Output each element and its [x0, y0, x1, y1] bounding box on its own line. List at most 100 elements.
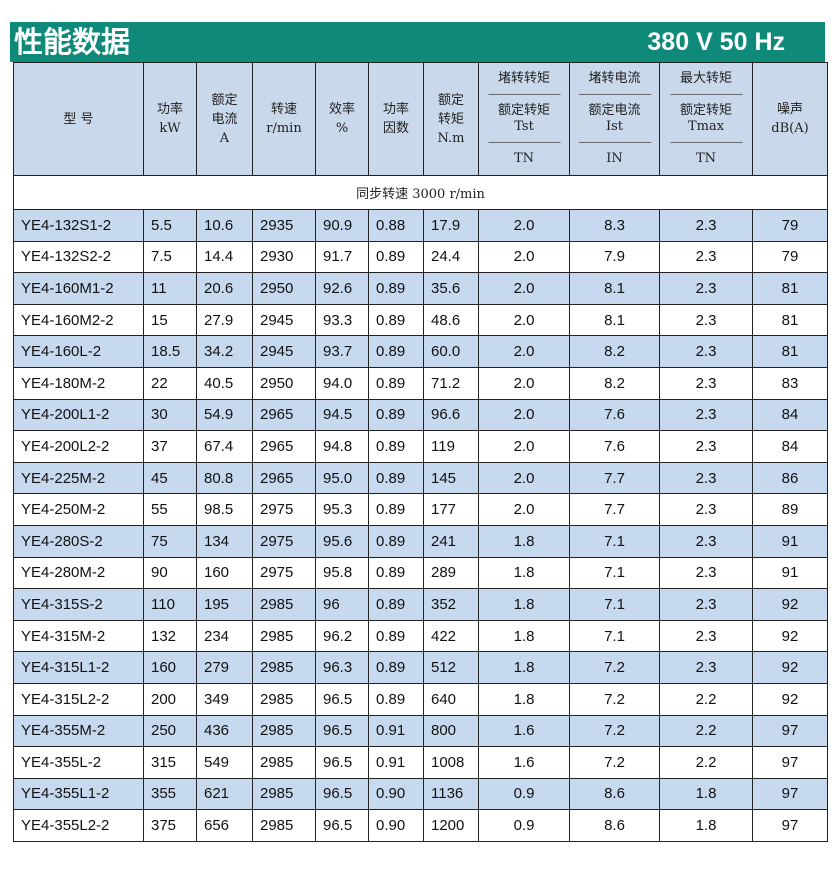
- table-cell: 160: [143, 651, 197, 684]
- table-cell: 375: [143, 809, 197, 842]
- table-cell: 2.0: [478, 461, 570, 495]
- table-cell: 96.3: [315, 651, 369, 684]
- table-cell: 97: [752, 746, 828, 779]
- table-cell: 98.5: [196, 493, 253, 526]
- table-row: YE4-180M-2 22 40.5 2950 94.0 0.89 71.2 2.0 8.2 2.…: [13, 366, 828, 400]
- table-cell: 7.2: [569, 746, 660, 779]
- table-cell: 800: [423, 714, 479, 748]
- table-cell: 2985: [252, 777, 316, 811]
- table-cell: 8.1: [569, 272, 660, 305]
- table-row: YE4-315L1-2 160 279 2985 96.3 0.89 512 1.8 7.2 2.…: [13, 651, 828, 684]
- table-cell: 0.90: [368, 809, 424, 842]
- table-cell: 84: [752, 430, 828, 463]
- table-cell: 90: [143, 556, 197, 590]
- table-cell: 2985: [252, 809, 316, 842]
- table-cell: YE4-225M-2: [13, 461, 144, 495]
- table-cell: 0.89: [368, 556, 424, 590]
- table-cell: 15: [143, 303, 197, 337]
- table-cell: 94.8: [315, 430, 369, 463]
- table-cell: 34.2: [196, 335, 253, 368]
- table-cell: 0.89: [368, 335, 424, 368]
- table-cell: 2.3: [659, 398, 753, 432]
- table-cell: 81: [752, 303, 828, 337]
- table-row: YE4-280M-2 90 160 2975 95.8 0.89 289 1.8 7.1 2.3 9…: [13, 556, 828, 590]
- table-cell: 91.7: [315, 240, 369, 274]
- table-row: YE4-225M-2 45 80.8 2965 95.0 0.89 145 2.0 7.7 2.3…: [13, 461, 828, 495]
- table-cell: 7.6: [569, 398, 660, 432]
- table-cell: 0.9: [478, 809, 570, 842]
- table-cell: 7.6: [569, 430, 660, 463]
- header-row: 型 号 功率 kW 额定 电流 A 转速 r/min 效率 % 功率 因数 额定…: [13, 62, 828, 176]
- table-cell: 2975: [252, 493, 316, 526]
- table-cell: 177: [423, 493, 479, 526]
- table-cell: 18.5: [143, 335, 197, 368]
- table-cell: 2.0: [478, 272, 570, 305]
- table-cell: YE4-160L-2: [13, 335, 144, 368]
- table-cell: 119: [423, 430, 479, 463]
- table-cell: 81: [752, 335, 828, 368]
- table-cell: 91: [752, 556, 828, 590]
- table-row: YE4-132S1-2 5.5 10.6 2935 90.9 0.88 17.9 2.0 8.3…: [13, 209, 828, 242]
- table-cell: YE4-355L1-2: [13, 777, 144, 811]
- table-cell: 30: [143, 398, 197, 432]
- table-cell: 2930: [252, 240, 316, 274]
- table-row: YE4-315L2-2 200 349 2985 96.5 0.89 640 1.8 7.2 2.…: [13, 682, 828, 716]
- table-cell: 0.89: [368, 240, 424, 274]
- table-cell: 0.91: [368, 714, 424, 748]
- table-cell: 55: [143, 493, 197, 526]
- table-cell: 250: [143, 714, 197, 748]
- table-cell: 640: [423, 682, 479, 716]
- table-cell: 2965: [252, 430, 316, 463]
- table-cell: 355: [143, 777, 197, 811]
- table-cell: 96.5: [315, 714, 369, 748]
- table-cell: 54.9: [196, 398, 253, 432]
- table-row: YE4-160L-2 18.5 34.2 2945 93.7 0.89 60.0 2.0 8.2…: [13, 335, 828, 368]
- table-cell: 621: [196, 777, 253, 811]
- table-cell: 95.8: [315, 556, 369, 590]
- table-cell: 1.6: [478, 714, 570, 748]
- table-cell: 2945: [252, 335, 316, 368]
- table-cell: YE4-315L1-2: [13, 651, 144, 684]
- table-row: YE4-160M1-2 11 20.6 2950 92.6 0.89 35.6 2.0 8.1 2…: [13, 272, 828, 305]
- voltage-frequency-label: 380 V 50 Hz: [647, 28, 785, 56]
- table-cell: 96.5: [315, 809, 369, 842]
- table-cell: 2985: [252, 619, 316, 653]
- table-cell: 2.3: [659, 430, 753, 463]
- table-cell: 200: [143, 682, 197, 716]
- table-cell: 2965: [252, 398, 316, 432]
- table-cell: 7.9: [569, 240, 660, 274]
- table-cell: 8.2: [569, 366, 660, 400]
- table-cell: 1.8: [478, 651, 570, 684]
- table-cell: 422: [423, 619, 479, 653]
- table-row: YE4-160M2-2 15 27.9 2945 93.3 0.89 48.6 2.0 8.1 2…: [13, 303, 828, 337]
- table-cell: 8.1: [569, 303, 660, 337]
- table-cell: 8.6: [569, 809, 660, 842]
- table-cell: YE4-200L2-2: [13, 430, 144, 463]
- table-cell: 2.3: [659, 335, 753, 368]
- table-cell: 97: [752, 714, 828, 748]
- table-cell: 14.4: [196, 240, 253, 274]
- table-cell: 2.0: [478, 209, 570, 242]
- table-cell: 40.5: [196, 366, 253, 400]
- table-cell: 7.5: [143, 240, 197, 274]
- table-cell: 1136: [423, 777, 479, 811]
- table-cell: 92: [752, 588, 828, 621]
- table-cell: 96.2: [315, 619, 369, 653]
- table-row: YE4-315M-2 132 234 2985 96.2 0.89 422 1.8 7.1 2.3…: [13, 619, 828, 653]
- table-row: YE4-132S2-2 7.5 14.4 2930 91.7 0.89 24.4 2.0 7.9…: [13, 240, 828, 274]
- table-cell: 2.3: [659, 240, 753, 274]
- table-cell: 0.89: [368, 682, 424, 716]
- title-bar: 性能数据 380 V 50 Hz: [10, 22, 825, 62]
- table-cell: 2935: [252, 209, 316, 242]
- table-cell: 2975: [252, 556, 316, 590]
- table-cell: 279: [196, 651, 253, 684]
- table-cell: 1008: [423, 746, 479, 779]
- table-cell: 160: [196, 556, 253, 590]
- table-cell: 79: [752, 209, 828, 242]
- table-cell: 96: [315, 588, 369, 621]
- table-cell: 8.3: [569, 209, 660, 242]
- table-cell: 22: [143, 366, 197, 400]
- table-cell: 27.9: [196, 303, 253, 337]
- table-cell: 1.8: [478, 682, 570, 716]
- table-row: YE4-200L1-2 30 54.9 2965 94.5 0.89 96.6 2.0 7.6 2…: [13, 398, 828, 432]
